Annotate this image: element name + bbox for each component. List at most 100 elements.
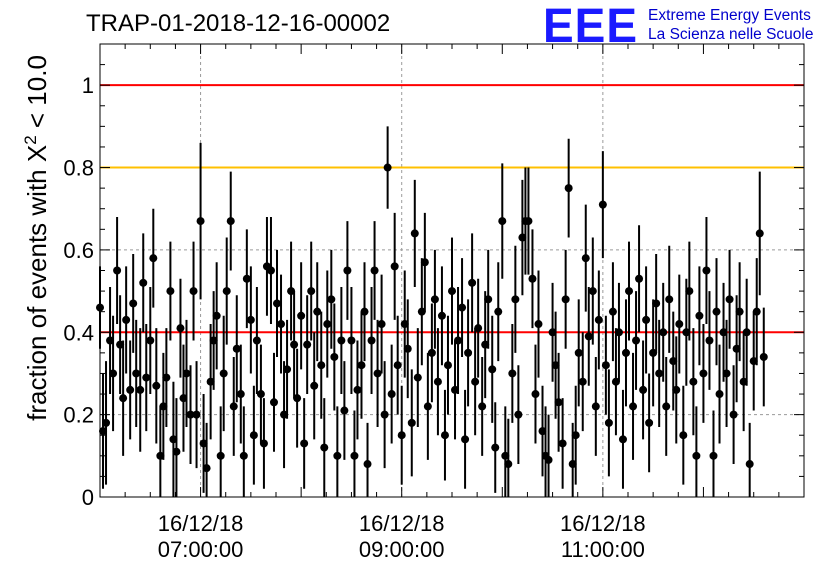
data-point: [568, 460, 577, 469]
data-point: [300, 439, 309, 448]
data-point: [574, 348, 583, 357]
data-point: [689, 377, 698, 386]
data-point: [458, 303, 467, 312]
data-point: [531, 390, 540, 399]
data-point: [749, 357, 758, 366]
logo-line-2: La Scienza nelle Scuole: [648, 26, 814, 43]
data-point: [614, 328, 623, 337]
data-point: [524, 217, 533, 226]
data-point: [176, 324, 185, 333]
data-point: [511, 295, 520, 304]
data-point: [669, 357, 678, 366]
data-point: [451, 385, 460, 394]
data-point: [655, 369, 664, 378]
data-point: [280, 410, 289, 419]
data-point: [611, 377, 620, 386]
data-point: [427, 348, 436, 357]
data-point: [353, 385, 362, 394]
y-tick-label: 0: [82, 485, 94, 510]
data-point: [558, 439, 567, 448]
data-point: [303, 340, 312, 349]
data-point: [246, 315, 255, 324]
data-point: [433, 377, 442, 386]
data-point: [652, 299, 661, 308]
data-point: [725, 295, 734, 304]
data-point: [474, 324, 483, 333]
data-point: [548, 328, 557, 337]
data-point: [132, 369, 141, 378]
y-tick-label: 0.4: [63, 320, 94, 345]
data-point: [209, 336, 218, 345]
data-point: [682, 328, 691, 337]
data-point: [390, 262, 399, 271]
data-point: [357, 361, 366, 370]
data-point: [729, 410, 738, 419]
data-point: [699, 369, 708, 378]
data-point: [514, 410, 523, 419]
data-point: [601, 361, 610, 370]
data-point: [461, 435, 470, 444]
data-point: [102, 418, 111, 427]
data-point: [169, 435, 178, 444]
data-point: [672, 385, 681, 394]
data-point: [454, 336, 463, 345]
data-point: [367, 336, 376, 345]
data-point: [162, 373, 171, 382]
data-point: [739, 377, 748, 386]
data-point: [639, 385, 648, 394]
data-point: [373, 369, 382, 378]
data-point: [508, 369, 517, 378]
data-point: [692, 451, 701, 460]
y-axis-label: fraction of events with X2 < 10.0: [21, 55, 53, 421]
data-point: [649, 348, 658, 357]
data-point: [196, 217, 205, 226]
data-point: [330, 352, 339, 361]
logo-line-1: Extreme Energy Events: [648, 7, 811, 24]
data-point: [393, 361, 402, 370]
data-point: [122, 315, 131, 324]
data-point: [621, 348, 630, 357]
data-point: [488, 365, 497, 374]
data-point: [705, 336, 714, 345]
data-point: [423, 402, 432, 411]
data-point: [317, 361, 326, 370]
data-point: [236, 390, 245, 399]
data-point: [323, 320, 332, 329]
data-point: [146, 336, 155, 345]
data-point: [343, 266, 352, 275]
data-point: [665, 295, 674, 304]
axis-ticks: [99, 44, 805, 498]
data-point: [491, 443, 500, 452]
data-point: [206, 377, 215, 386]
data-point: [249, 431, 258, 440]
data-point: [745, 460, 754, 469]
data-point: [182, 369, 191, 378]
data-point: [604, 418, 613, 427]
data-point: [675, 320, 684, 329]
data-point: [192, 410, 201, 419]
data-point: [448, 287, 456, 296]
data-point: [287, 287, 296, 296]
data-point: [407, 418, 416, 427]
data-point: [551, 361, 560, 370]
data-point: [598, 200, 607, 209]
chart-title: TRAP-01-2018-12-16-00002: [86, 10, 391, 37]
data-point: [662, 402, 671, 411]
data-point: [129, 299, 138, 308]
data-point: [350, 451, 359, 460]
data-point: [400, 320, 409, 329]
data-point: [732, 344, 741, 353]
data-point: [417, 307, 426, 316]
data-point: [742, 328, 751, 337]
data-point: [277, 320, 286, 329]
data-point: [313, 307, 322, 316]
data-point: [142, 373, 151, 382]
data-point: [283, 365, 292, 374]
data-points: [96, 126, 768, 497]
data-point: [189, 287, 198, 296]
data-point: [659, 328, 668, 337]
data-point: [501, 451, 510, 460]
data-point: [440, 431, 449, 440]
data-point: [618, 435, 627, 444]
